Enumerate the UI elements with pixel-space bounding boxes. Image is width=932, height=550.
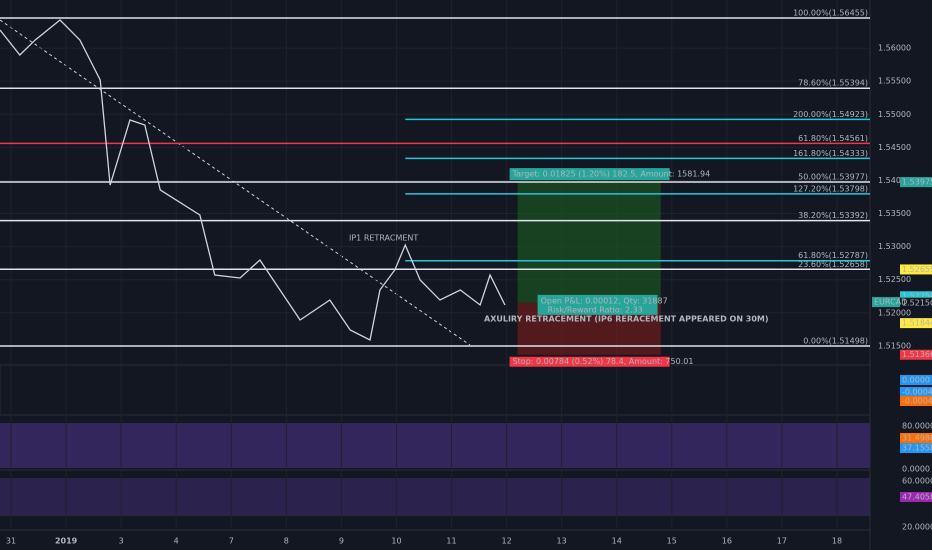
- panel-label: 80.0000: [902, 422, 932, 431]
- fib-label: 0.00%(1.51498): [803, 337, 868, 346]
- y-tick-label: 1.53000: [878, 242, 911, 251]
- target-label-bg: [509, 168, 670, 181]
- price-tag-label: 1.51366: [902, 350, 932, 359]
- price-tag-label: 1.53975: [902, 178, 932, 187]
- panel-tag: [900, 443, 932, 453]
- panel-label: -0.0004: [902, 397, 932, 406]
- panel-tag: [900, 387, 932, 397]
- y-tick-label: 1.54000: [878, 176, 911, 185]
- annotation: AXULIRY RETRACEMENT (IP6 RERACEMENT APPE…: [484, 315, 769, 324]
- y-tick-label: 1.55500: [878, 77, 911, 86]
- panel-label: 31.4986: [902, 434, 932, 443]
- x-tick-label: 4: [174, 537, 179, 546]
- price-line: [0, 19, 506, 341]
- y-tick-label: 1.56000: [878, 44, 911, 53]
- extension-label: 61.80%(1.52787): [798, 251, 868, 260]
- y-tick-label: 1.54500: [878, 143, 911, 152]
- x-tick-label: 14: [612, 537, 622, 546]
- trend-line: [0, 19, 471, 346]
- x-tick-label: 18: [832, 537, 842, 546]
- y-tick-label: 1.51500: [878, 341, 911, 350]
- y-tick-label: 1.55000: [878, 110, 911, 119]
- fib-label: 78.60%(1.55394): [798, 79, 868, 88]
- symbol-tag: [872, 297, 900, 308]
- x-tick-label: 15: [667, 537, 677, 546]
- extension-label: 161.80%(1.54333): [793, 149, 868, 158]
- panel-tag: [900, 433, 932, 443]
- panel-label: 37.1558: [902, 444, 932, 453]
- price-tag-label: 1.52250: [902, 292, 932, 301]
- x-tick-label: 17: [777, 537, 787, 546]
- price-tag: [900, 318, 932, 329]
- x-tick-label: 13: [557, 537, 567, 546]
- price-tag-label: 1.52150: [902, 298, 932, 307]
- x-tick-label: 11: [446, 537, 456, 546]
- target-label: Target: 0.01825 (1.20%) 182.5, Amount: 1…: [512, 170, 711, 179]
- y-tick-label: 1.52500: [878, 275, 911, 284]
- panel-label: 0.0000: [902, 465, 930, 474]
- x-tick-label: 2019: [55, 537, 78, 546]
- x-tick-label: 12: [501, 537, 511, 546]
- stop-label-bg: [509, 356, 670, 367]
- fib-label: 23.60%(1.52658): [798, 260, 868, 269]
- fib-label: 50.00%(1.53977): [798, 172, 868, 181]
- extension-label: 127.20%(1.53798): [793, 184, 868, 193]
- target-zone: [517, 182, 661, 303]
- fib-label: 38.20%(1.53392): [798, 211, 868, 220]
- stop-label: Stop: 0.00784 (0.52%) 78.4, Amount: 750.…: [513, 357, 694, 366]
- x-tick-label: 10: [391, 537, 401, 546]
- price-tag-label: 1.52655: [902, 265, 932, 274]
- panel-tag: [900, 396, 932, 406]
- panel-label: -0.0004: [902, 388, 932, 397]
- y-tick-label: 1.52000: [878, 308, 911, 317]
- panel-tag: [900, 375, 932, 385]
- stoch-pane-band: [0, 423, 870, 468]
- price-tag: [900, 297, 932, 308]
- panel-tag: [900, 492, 932, 502]
- x-tick-label: 9: [339, 537, 344, 546]
- y-tick-label: 1.53500: [878, 209, 911, 218]
- macd-pane: [0, 364, 871, 416]
- x-tick-label: 3: [119, 537, 124, 546]
- price-tag-label: 1.51844: [902, 319, 932, 328]
- price-tag: [900, 264, 932, 275]
- extension-label: 200.00%(1.54923): [793, 110, 868, 119]
- pnl-label-bg: [537, 294, 658, 315]
- panel-label: 20.0000: [902, 523, 932, 532]
- price-tag: [900, 177, 932, 188]
- price-tag: [900, 349, 932, 360]
- symbol-label: EURCAD: [874, 298, 907, 307]
- rsi-pane-band: [0, 478, 870, 516]
- panel-label: 47.4058: [902, 493, 932, 502]
- x-tick-label: 8: [284, 537, 289, 546]
- pnl-label: Open P&L: 0.00012, Qty: 31887: [541, 296, 668, 305]
- x-tick-label: 16: [722, 537, 732, 546]
- panel-label: 60.0000: [902, 477, 932, 486]
- fib-label: 61.80%(1.54561): [798, 134, 868, 143]
- panel-label: 0.0000: [902, 376, 930, 385]
- x-tick-label: 31: [6, 537, 16, 546]
- x-tick-label: 7: [229, 537, 234, 546]
- ratio-label: Risk/Reward Ratio: 2.33: [548, 305, 643, 314]
- fib-label: 100.00%(1.56455): [793, 8, 868, 17]
- annotation: IP1 RETRACMENT: [349, 234, 418, 243]
- price-tag: [900, 291, 932, 302]
